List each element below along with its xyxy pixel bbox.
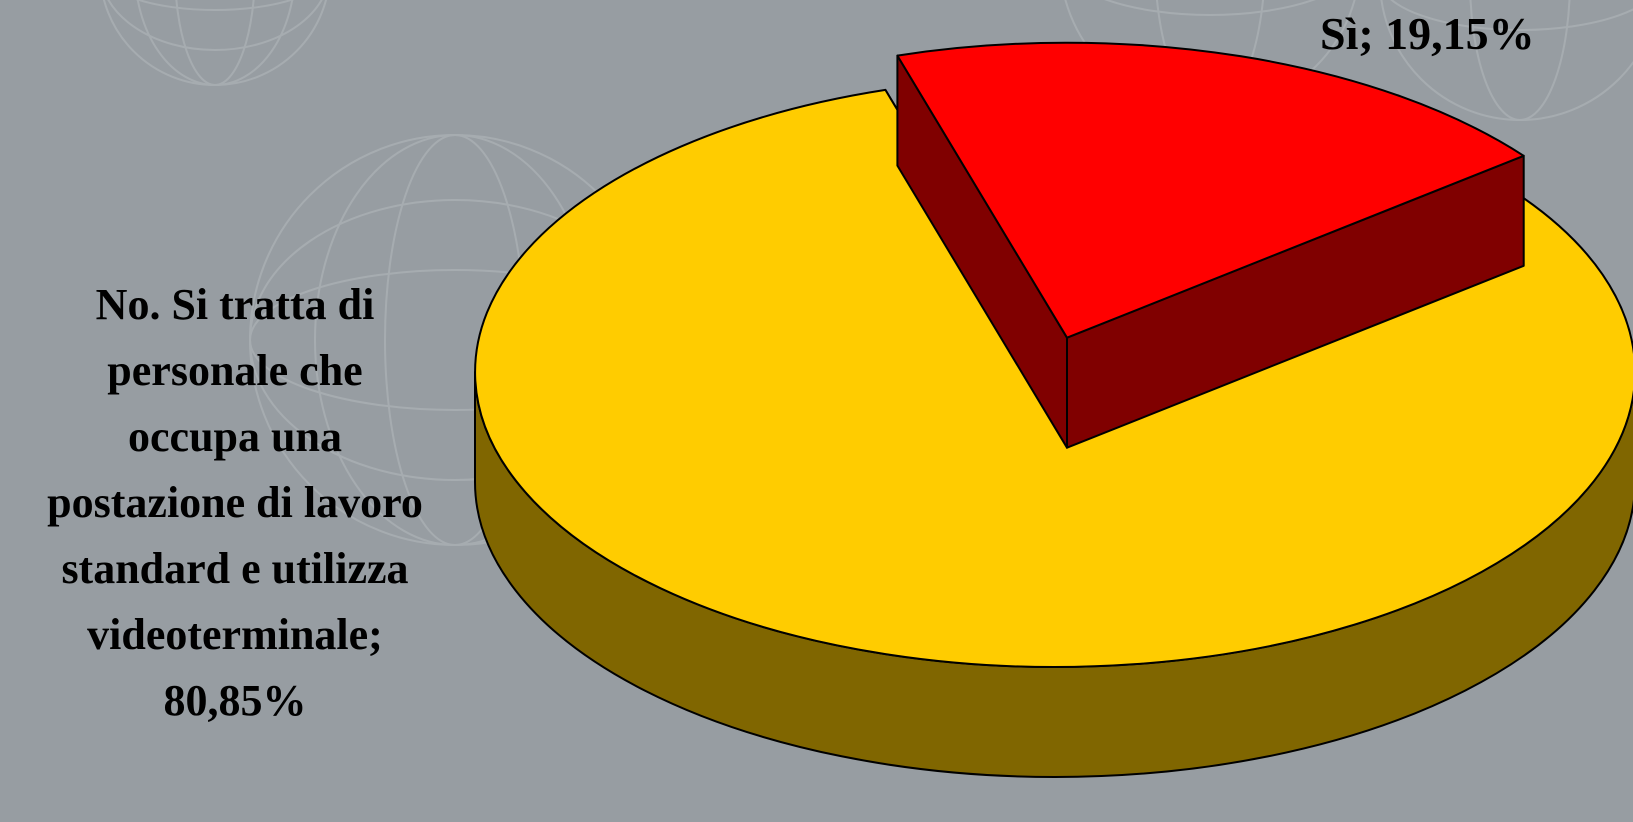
slice-top [896,41,1525,339]
slice-label-si: Sì; 19,15% [1320,8,1535,59]
pie-slice-si [896,41,1525,449]
slice-label-no: No. Si tratta di personale che occupa un… [47,280,423,725]
